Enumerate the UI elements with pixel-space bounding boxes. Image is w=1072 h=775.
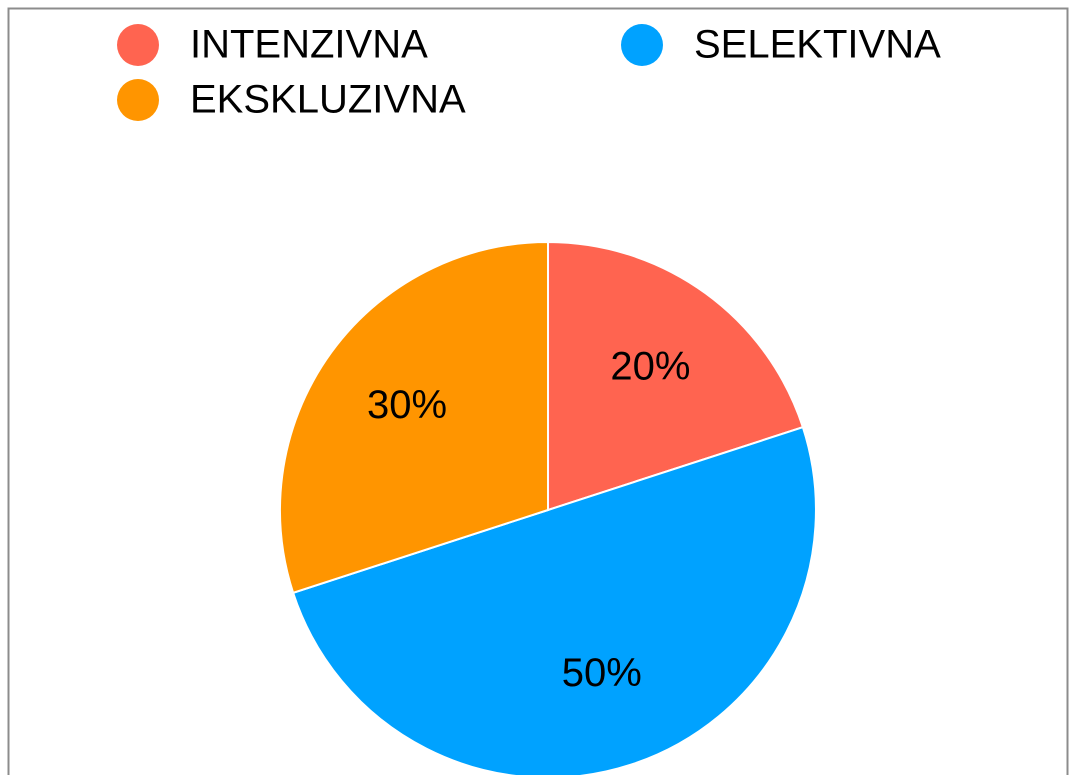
slice-label: 50% xyxy=(562,651,642,695)
pie-slice xyxy=(279,240,549,595)
legend-swatch xyxy=(117,24,159,66)
legend-label: SELEKTIVNA xyxy=(694,23,941,67)
slice-label: 30% xyxy=(367,383,447,427)
legend-label: EKSKLUZIVNA xyxy=(190,78,466,122)
legend-label: INTENZIVNA xyxy=(190,23,428,67)
slice-label: 20% xyxy=(610,345,690,389)
pie-slice xyxy=(547,240,805,512)
legend-swatch xyxy=(117,79,159,121)
pie-slice xyxy=(291,425,817,775)
legend-swatch xyxy=(621,24,663,66)
